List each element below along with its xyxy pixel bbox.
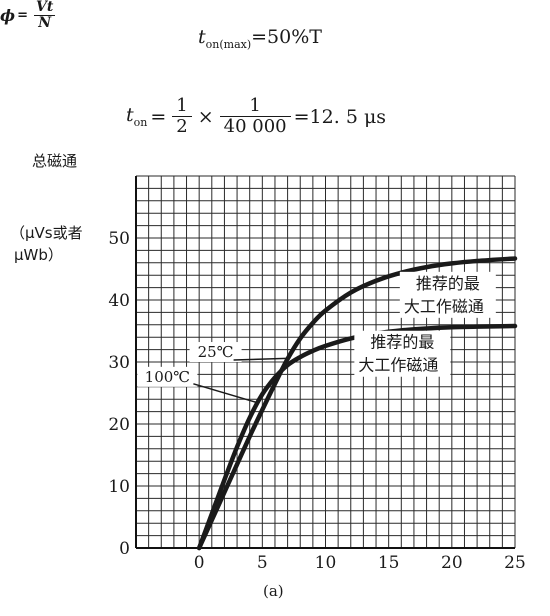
eq2-lhs: t (126, 104, 134, 127)
y-tick-label: 50 (108, 229, 130, 249)
series-label-25c: 25℃ (198, 343, 234, 361)
phi-den: N (34, 15, 56, 31)
x-tick-label: 0 (194, 553, 205, 573)
series-label-bg-25c (189, 342, 242, 363)
eq2-f1-num: 1 (176, 95, 188, 116)
series-leader-25c (233, 357, 291, 361)
eq2-fraction-2: 1 40 000 (219, 95, 291, 137)
eq2-lhs-sub: on (133, 115, 148, 129)
annotation-line1: 推荐的最 (370, 333, 434, 352)
annotation-bg (354, 330, 451, 377)
series-line-100c (196, 323, 518, 551)
equation-ton-max: ton(max)=50%T (198, 26, 322, 51)
eq2-f1-den: 2 (172, 116, 192, 137)
phi-num: Vt (35, 0, 54, 15)
eq1-lhs: t (198, 26, 206, 48)
x-tick-label: 20 (441, 553, 463, 573)
eq2-times: × (197, 105, 214, 128)
equation-ton: ton = 1 2 × 1 40 000 =12. 5 μs (126, 96, 386, 137)
annotation-line2: 大工作磁通 (358, 356, 438, 375)
y-tick-label: 10 (108, 477, 130, 497)
annotation-line2: 大工作磁通 (404, 297, 484, 316)
y-tick-label: 0 (119, 539, 130, 559)
series-leader-100c (193, 383, 257, 404)
eq2-result: =12. 5 μs (293, 105, 387, 128)
series-line-25c (196, 256, 518, 551)
y-axis-unit-line2: μWb） (14, 246, 63, 264)
eq2-f2-den: 40 000 (219, 116, 291, 137)
x-tick-label: 5 (257, 553, 268, 573)
y-tick-label: 40 (108, 291, 130, 311)
x-tick-label: 15 (378, 553, 400, 573)
phi-symbol: ϕ (0, 6, 16, 25)
y-axis-unit-line1: （μVs或者 (10, 224, 83, 242)
y-axis-formula: ϕ = Vt N (0, 0, 550, 31)
phi-fraction: Vt N (32, 0, 57, 31)
series-label-bg-100c (137, 366, 198, 387)
x-tick-label: 25 (504, 553, 526, 573)
figure-caption: (a) (263, 582, 284, 600)
x-tick-label: 10 (315, 553, 337, 573)
phi-equals: = (17, 8, 28, 23)
y-tick-label: 20 (108, 415, 130, 435)
eq1-rhs: =50%T (251, 26, 322, 48)
annotation-line1: 推荐的最 (416, 274, 480, 293)
series-label-100c: 100℃ (145, 368, 190, 386)
y-axis-title: 总磁通 (32, 152, 78, 170)
eq2-equals: = (150, 105, 167, 128)
y-tick-label: 30 (108, 353, 130, 373)
annotation-bg (399, 271, 496, 318)
eq2-fraction-1: 1 2 (172, 95, 192, 137)
eq1-lhs-sub: on(max) (205, 37, 252, 51)
eq2-f2-num: 1 (249, 95, 261, 116)
